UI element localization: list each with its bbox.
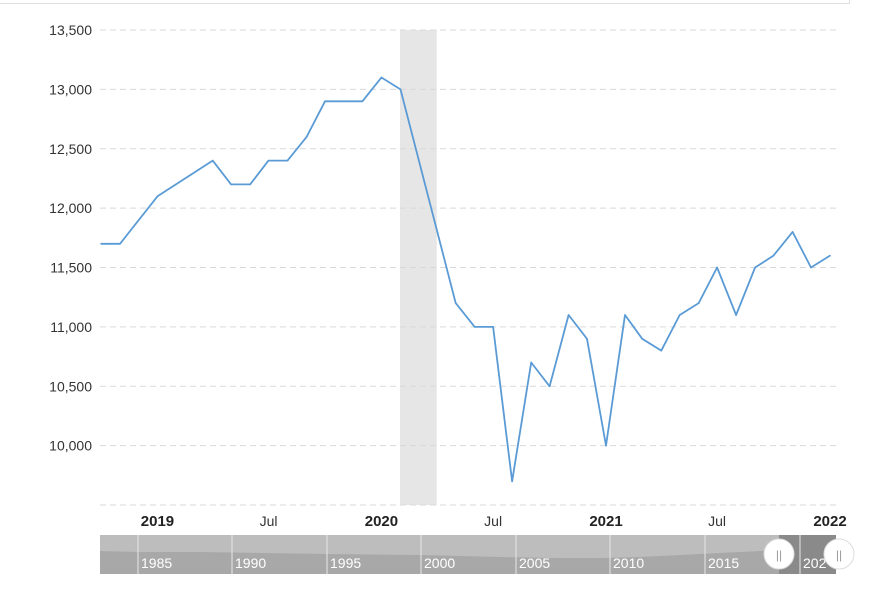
- data-point: [548, 385, 551, 388]
- navigator-handle-grip-icon: ||: [776, 548, 782, 562]
- data-point: [473, 326, 476, 328]
- y-tick-label: 11,000: [50, 319, 92, 335]
- data-point: [305, 136, 308, 138]
- grid-layer: [100, 29, 836, 506]
- x-tick-label: Jul: [260, 513, 278, 529]
- navigator-year-label: 1985: [141, 555, 172, 571]
- top-frame-border: [0, 0, 850, 4]
- data-point: [791, 231, 794, 233]
- data-point: [810, 266, 812, 269]
- series-line: [101, 76, 831, 483]
- x-axis: 2019 Jul 2020 Jul 2021 Jul 2022: [141, 513, 847, 530]
- data-point: [641, 337, 644, 340]
- data-point: [697, 302, 700, 304]
- data-point: [829, 254, 831, 257]
- top-frame-corner: [849, 0, 850, 4]
- navigator-year-label: 2000: [424, 555, 455, 571]
- data-point: [754, 266, 756, 269]
- data-point: [267, 159, 270, 162]
- series-layer: [100, 76, 831, 483]
- data-point: [511, 480, 513, 483]
- data-point: [230, 183, 232, 186]
- navigator-year-label: 1995: [330, 555, 361, 571]
- data-point: [678, 314, 681, 316]
- data-point: [716, 266, 718, 269]
- data-point: [324, 100, 326, 103]
- data-point: [660, 349, 663, 352]
- data-point: [361, 100, 364, 103]
- navigator-year-label: 2010: [613, 555, 644, 571]
- x-tick-label: Jul: [708, 513, 726, 529]
- data-point: [605, 444, 607, 447]
- data-point: [343, 100, 345, 103]
- y-tick-label: 12,500: [49, 141, 92, 157]
- y-tick-label: 10,500: [49, 378, 92, 394]
- data-point: [735, 314, 737, 316]
- data-point: [286, 159, 289, 162]
- y-tick-label: 13,000: [49, 81, 92, 97]
- range-navigator[interactable]: 1985 1990 1995 2000 2005 2010 2015 202 || ||: [100, 535, 855, 574]
- data-point: [119, 242, 121, 245]
- y-tick-label: 13,500: [49, 22, 92, 38]
- data-point: [492, 326, 494, 328]
- y-tick-label: 12,000: [49, 200, 92, 216]
- data-point: [249, 183, 251, 186]
- x-tick-label: Jul: [484, 513, 502, 529]
- x-tick-label: 2020: [365, 513, 398, 530]
- navigator-left-handle[interactable]: [763, 538, 795, 570]
- data-point: [380, 76, 383, 79]
- navigator-year-label: 2005: [519, 555, 550, 571]
- x-tick-label: 2021: [589, 513, 622, 530]
- data-point: [399, 88, 402, 91]
- x-tick-label: 2022: [813, 513, 846, 530]
- y-tick-label: 11,500: [50, 260, 92, 276]
- navigator-right-handle[interactable]: [823, 538, 855, 570]
- x-tick-label: 2019: [141, 513, 174, 530]
- data-point: [454, 302, 457, 304]
- data-point: [530, 361, 532, 364]
- data-point: [211, 159, 214, 162]
- data-point: [772, 254, 775, 257]
- y-tick-label: 10,000: [49, 438, 92, 454]
- navigator-year-label: 2015: [708, 555, 739, 571]
- data-point: [156, 195, 159, 198]
- navigator-series-area: [100, 548, 836, 574]
- navigator-handle-grip-icon: ||: [836, 548, 842, 562]
- navigator-year-label: 1990: [235, 555, 266, 571]
- data-point: [586, 337, 588, 340]
- navigator-year-label: 202: [803, 555, 827, 571]
- data-point: [567, 314, 570, 316]
- data-point: [624, 314, 626, 316]
- data-point: [100, 242, 102, 245]
- y-axis: 13,500 13,000 12,500 12,000 11,500 11,000 10,5…: [49, 22, 92, 454]
